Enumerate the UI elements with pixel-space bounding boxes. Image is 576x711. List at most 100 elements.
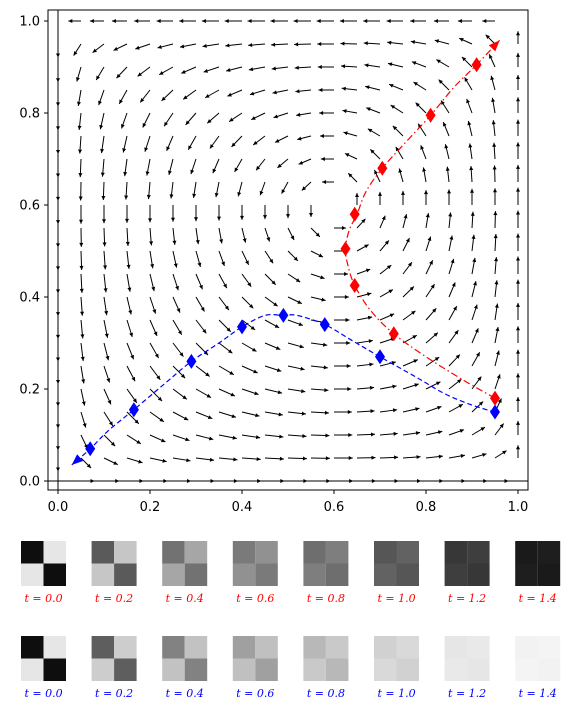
vector-field <box>56 19 520 483</box>
matrix-cell <box>232 658 256 681</box>
field-arrow-head <box>179 44 185 49</box>
field-arrow-head <box>363 41 368 46</box>
field-arrow-head <box>227 349 233 354</box>
field-arrow-head <box>255 435 261 440</box>
field-arrow-head <box>78 196 83 201</box>
matrix-cell <box>21 636 44 659</box>
field-arrow-head <box>416 455 421 460</box>
field-arrow-head <box>516 164 520 169</box>
matrix-cell <box>232 563 256 586</box>
matrix-cell <box>537 636 561 659</box>
field-arrow-head <box>169 194 174 199</box>
field-arrow-head <box>161 96 166 101</box>
field-arrow-head <box>388 289 393 294</box>
field-arrow-head <box>489 54 493 59</box>
time-label: t = 1.4 <box>519 592 557 605</box>
field-arrow-head <box>390 105 396 109</box>
field-arrow-head <box>316 19 321 23</box>
field-arrow-head <box>79 219 83 224</box>
x-tick-label: 0.6 <box>324 500 345 515</box>
matrix-cell <box>374 541 397 564</box>
field-arrow-head <box>433 332 438 337</box>
field-arrow-head <box>457 379 462 384</box>
field-arrow-head <box>417 479 421 483</box>
time-label: t = 0.4 <box>166 687 204 700</box>
field-arrow-head <box>80 356 85 362</box>
x-tick-label: 0.8 <box>416 500 437 515</box>
trajectory-marker <box>375 349 385 365</box>
field-arrow-head <box>277 390 283 395</box>
field-arrow-head <box>367 128 373 133</box>
field-arrow-head <box>256 457 261 462</box>
field-arrow-head <box>364 244 369 249</box>
field-arrow-head <box>135 45 140 50</box>
field-arrow-head <box>398 168 403 173</box>
field-arrow-head <box>324 388 329 393</box>
field-arrow-head <box>146 194 151 200</box>
field-arrow-head <box>171 217 175 222</box>
field-arrow-head <box>96 75 100 80</box>
field-arrow-head <box>346 341 351 345</box>
field-arrow-head <box>138 459 143 464</box>
field-arrow-head <box>293 19 298 23</box>
field-arrow-head <box>387 40 392 45</box>
field-arrow-head <box>205 372 210 377</box>
field-arrow-head <box>56 402 60 407</box>
matrix-cell <box>162 541 185 564</box>
field-arrow-head <box>226 327 231 332</box>
matrix-cell <box>374 636 397 659</box>
time-label: t = 0.2 <box>95 592 133 605</box>
field-arrow-head <box>103 288 108 293</box>
field-arrow-head <box>295 278 301 283</box>
field-arrow-head <box>200 307 205 312</box>
matrix-cell <box>325 636 349 659</box>
y-tick-label: 0.4 <box>19 291 40 306</box>
field-arrow-head <box>464 77 469 82</box>
field-arrow-head <box>116 73 121 79</box>
field-arrow-head <box>159 417 164 422</box>
field-arrow-head <box>107 399 112 405</box>
field-arrow-head <box>203 68 209 73</box>
field-arrow-head <box>206 393 212 398</box>
field-arrow-head <box>438 454 443 459</box>
matrix-cell <box>114 658 137 681</box>
field-arrow-head <box>474 328 479 333</box>
field-arrow-head <box>348 456 353 460</box>
plot-background <box>48 10 528 490</box>
field-arrow-head <box>483 479 488 483</box>
trajectory-marker <box>319 317 330 333</box>
field-arrow-head <box>516 445 520 450</box>
field-arrow-head <box>217 216 221 221</box>
field-arrow-head <box>415 407 420 412</box>
field-arrow-head <box>418 123 422 129</box>
field-arrow-head <box>172 240 177 245</box>
field-arrow-head <box>494 257 499 262</box>
field-arrow-head <box>188 145 192 150</box>
field-arrow-head <box>234 167 239 172</box>
field-arrow-head <box>502 450 507 455</box>
field-arrow-head <box>139 479 144 483</box>
matrix-cell <box>396 636 419 659</box>
field-arrow-head <box>181 69 186 74</box>
field-arrow-head <box>301 389 306 394</box>
matrix-cell <box>114 636 137 659</box>
field-arrow-head <box>369 385 375 390</box>
field-arrow-head <box>410 40 416 45</box>
field-arrow-head <box>468 143 473 148</box>
field-arrow-head <box>319 134 324 138</box>
field-arrow-head <box>279 434 284 439</box>
matrix-cell <box>303 541 326 564</box>
field-arrow-head <box>494 303 499 308</box>
field-arrow-head <box>409 286 414 291</box>
field-arrow-head <box>516 210 520 215</box>
field-arrow-head <box>257 479 262 483</box>
field-arrow-head <box>370 149 375 154</box>
field-arrow-head <box>414 383 419 388</box>
matrix-cell <box>467 636 490 659</box>
field-arrow-head <box>100 148 105 154</box>
field-arrow-head <box>410 19 415 23</box>
field-arrow-head <box>299 344 304 349</box>
field-arrow-head <box>56 196 60 201</box>
field-arrow-head <box>136 439 141 444</box>
